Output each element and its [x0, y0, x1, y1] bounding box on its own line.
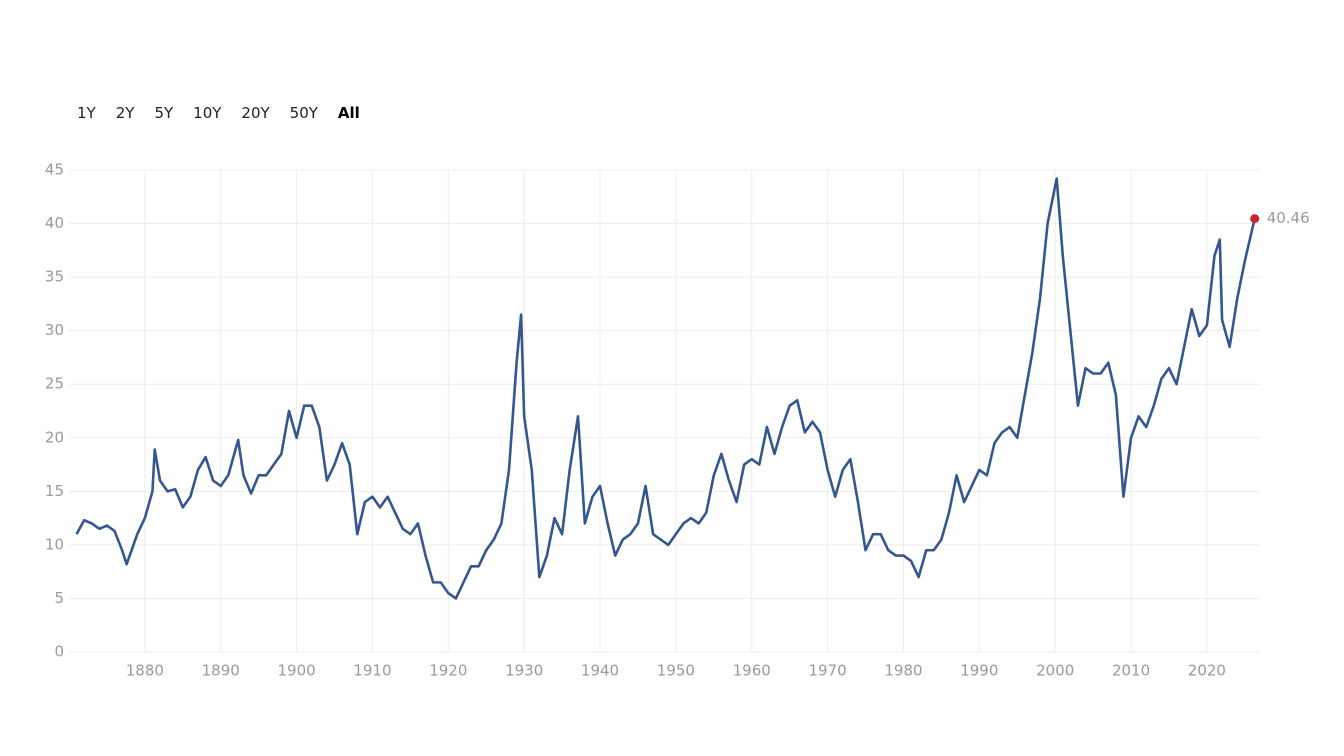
y-tick-label: 40 [45, 214, 64, 232]
x-tick-label: 1990 [960, 662, 998, 680]
x-tick-label: 2000 [1036, 662, 1074, 680]
last-point [1250, 214, 1260, 224]
x-tick-label: 1960 [733, 662, 771, 680]
range-button[interactable]: 2Y [115, 104, 135, 122]
x-tick-label: 1920 [429, 662, 467, 680]
y-tick-label: 15 [45, 482, 64, 500]
y-tick-label: 45 [45, 161, 64, 179]
range-button[interactable]: 50Y [289, 104, 318, 122]
range-selector: 1Y 2Y 5Y 10Y 20Y 50Y All [77, 104, 380, 122]
x-tick-label: 1950 [657, 662, 695, 680]
x-tick-label: 1890 [202, 662, 240, 680]
x-tick-label: 2020 [1188, 662, 1226, 680]
range-button[interactable]: 5Y [154, 104, 174, 122]
x-tick-label: 1900 [277, 662, 315, 680]
x-tick-label: 1970 [809, 662, 847, 680]
y-tick-label: 25 [45, 375, 64, 393]
x-tick-label: 2010 [1112, 662, 1150, 680]
range-button[interactable]: All [337, 104, 360, 122]
x-tick-label: 1930 [505, 662, 543, 680]
x-tick-label: 1910 [353, 662, 391, 680]
x-tick-label: 1980 [884, 662, 922, 680]
x-tick-label: 1880 [126, 662, 164, 680]
y-tick-label: 35 [45, 268, 64, 286]
y-tick-label: 0 [54, 643, 64, 661]
range-button[interactable]: 10Y [193, 104, 222, 122]
range-button[interactable]: 20Y [241, 104, 270, 122]
data-line [75, 177, 1256, 600]
range-button[interactable]: 1Y [77, 104, 96, 122]
x-tick-label: 1940 [581, 662, 619, 680]
y-tick-label: 10 [45, 535, 64, 553]
last-value-label: 40.46 [1267, 209, 1310, 227]
y-tick-label: 20 [45, 428, 64, 446]
y-tick-label: 30 [45, 321, 64, 339]
y-tick-label: 5 [54, 589, 64, 607]
